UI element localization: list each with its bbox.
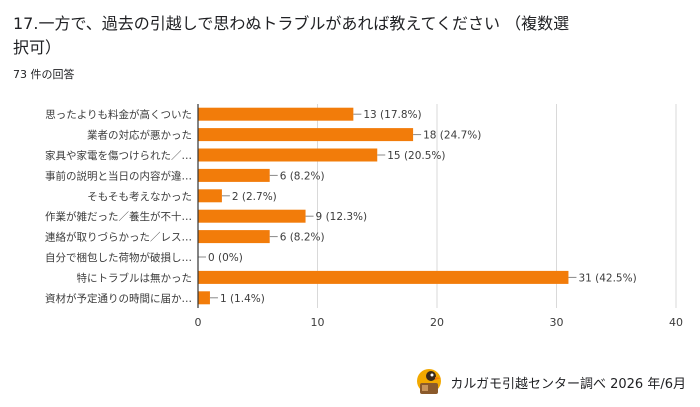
data-label: 1 (1.4%) <box>220 293 265 305</box>
category-label: 自分で梱包した荷物が破損し… <box>45 251 192 264</box>
duck-mascot-icon <box>417 369 442 394</box>
data-label: 15 (20.5%) <box>387 150 445 162</box>
bar <box>198 270 569 284</box>
data-label: 2 (2.7%) <box>232 191 277 203</box>
x-tick-label: 40 <box>669 316 683 329</box>
data-label: 6 (8.2%) <box>280 170 325 182</box>
x-tick-label: 10 <box>311 316 325 329</box>
question-title: 17.一方で、過去の引越しで思わぬトラブルがあれば教えてください （複数選択可） <box>13 14 570 57</box>
data-label: 0 (0%) <box>208 252 243 264</box>
x-tick-label: 30 <box>550 316 564 329</box>
category-label: 業者の対応が悪かった <box>87 129 192 142</box>
category-label: そもそも考えなかった <box>87 191 192 203</box>
category-label: 資材が予定通りの時間に届か… <box>45 292 192 305</box>
data-label: 13 (17.8%) <box>363 109 421 121</box>
category-label: 連絡が取りづらかった／レス… <box>45 231 192 244</box>
category-label: 特にトラブルは無かった <box>77 271 193 284</box>
category-label: 作業が雑だった／養生が不十… <box>45 210 192 223</box>
category-label: 家具や家電を傷つけられた／… <box>45 149 192 162</box>
category-label: 思ったよりも料金が高くついた <box>45 108 192 121</box>
data-label: 18 (24.7%) <box>423 130 481 142</box>
data-label: 31 (42.5%) <box>578 272 636 284</box>
data-label: 6 (8.2%) <box>280 232 325 244</box>
credit-footer: カルガモ引越センター調べ 2026 年/6月 <box>414 367 686 397</box>
bar <box>198 168 270 182</box>
response-count: 73 件の回答 <box>13 68 75 81</box>
bar <box>198 107 354 121</box>
bar <box>198 291 210 305</box>
bar <box>198 230 270 244</box>
credit-text: カルガモ引越センター調べ 2026 年/6月 <box>450 376 686 392</box>
x-tick-label: 20 <box>430 316 444 329</box>
x-tick-label: 0 <box>195 316 202 329</box>
bar <box>198 209 306 223</box>
bar <box>198 148 378 162</box>
bar <box>198 128 414 142</box>
bar <box>198 189 222 203</box>
bar-chart: 0 10 20 30 40 思ったよりも料金が高くついた 13 (17.8%) 業者の対応が悪… <box>45 104 683 329</box>
category-label: 事前の説明と当日の内容が違… <box>45 169 192 182</box>
data-label: 9 (12.3%) <box>316 211 368 223</box>
